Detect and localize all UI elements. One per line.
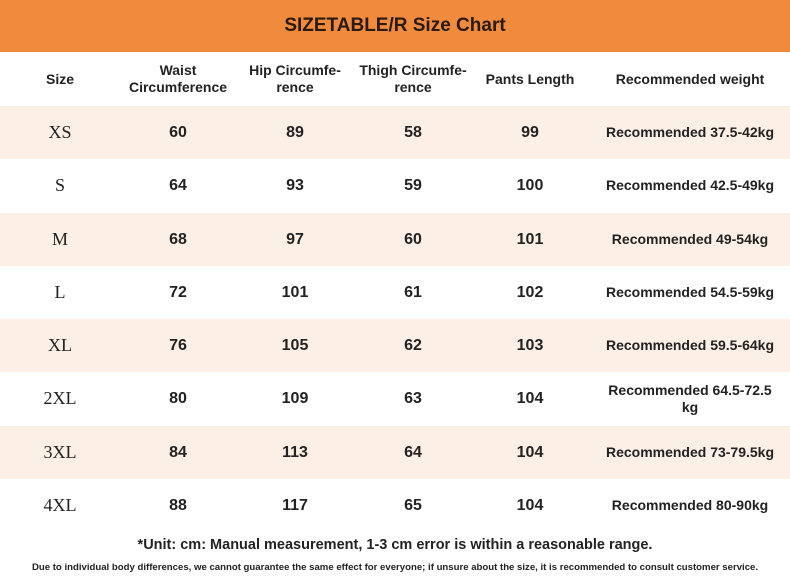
measurement: 101: [516, 230, 544, 248]
measurement: 68: [169, 230, 187, 248]
measurement: 93: [286, 177, 304, 195]
measurement: 99: [521, 124, 539, 142]
size-label: L: [54, 281, 66, 302]
table-row: M 68 97 60 101 Recommended 49-54kg: [0, 212, 790, 266]
measurement: 105: [281, 337, 309, 355]
column-header: Waist Circumference: [128, 62, 228, 95]
size-label: 4XL: [43, 494, 77, 515]
table-row: XS 60 89 58 99 Recommended 37.5-42kg: [0, 106, 790, 160]
size-label: 2XL: [43, 388, 77, 409]
measurement: 104: [516, 496, 544, 514]
column-header: Thigh Circumfe- rence: [359, 62, 467, 95]
recommended-weight: Recommended 54.5-59kg: [605, 283, 775, 300]
measurement: 84: [169, 443, 187, 461]
recommended-weight: Recommended 42.5-49kg: [605, 177, 775, 194]
measurement: 72: [169, 283, 187, 301]
measurement: 104: [516, 443, 544, 461]
recommended-weight: Recommended 59.5-64kg: [605, 337, 775, 354]
measurement: 62: [404, 337, 422, 355]
measurement: 103: [516, 337, 544, 355]
measurement: 63: [404, 390, 422, 408]
measurement: 88: [169, 496, 187, 514]
measurement: 58: [404, 124, 422, 142]
measurement: 64: [169, 177, 187, 195]
size-label: XS: [48, 122, 72, 143]
table-row: 2XL 80 109 63 104 Recommended 64.5-72.5 kg: [0, 372, 790, 426]
column-header: Size: [45, 70, 74, 87]
measurement: 89: [286, 124, 304, 142]
measurement: 104: [516, 390, 544, 408]
measurement: 59: [404, 177, 422, 195]
measurement: 60: [404, 230, 422, 248]
measurement: 61: [404, 283, 422, 301]
table-row: XL 76 105 62 103 Recommended 59.5-64kg: [0, 319, 790, 373]
disclaimer: Due to individual body differences, we c…: [31, 562, 759, 573]
recommended-weight: Recommended 49-54kg: [611, 230, 769, 247]
recommended-weight: Recommended 80-90kg: [611, 496, 769, 513]
measurement: 101: [281, 283, 309, 301]
table-row: L 72 101 61 102 Recommended 54.5-59kg: [0, 265, 790, 319]
size-label: M: [51, 228, 68, 249]
table-row: S 64 93 59 100 Recommended 42.5-49kg: [0, 159, 790, 213]
table-row: 3XL 84 113 64 104 Recommended 73-79.5kg: [0, 425, 790, 479]
measurement: 65: [404, 496, 422, 514]
size-label: XL: [48, 335, 72, 356]
column-header: Pants Length: [485, 70, 575, 87]
measurement: 80: [169, 390, 187, 408]
recommended-weight: Recommended 64.5-72.5 kg: [608, 381, 772, 415]
measurement: 60: [169, 124, 187, 142]
measurement: 97: [286, 230, 304, 248]
column-header: Hip Circumfe- rence: [249, 62, 341, 95]
measurement: 109: [281, 390, 309, 408]
column-header: Recommended weight: [615, 70, 765, 87]
recommended-weight: Recommended 73-79.5kg: [605, 443, 775, 460]
header-row: Size Waist Circumference Hip Circumfe- ren…: [0, 52, 790, 106]
measurement: 113: [282, 443, 308, 461]
size-label: S: [54, 175, 65, 196]
table-row: 4XL 88 117 65 104 Recommended 80-90kg: [0, 478, 790, 532]
unit-note: *Unit: cm: Manual measurement, 1-3 cm er…: [137, 537, 653, 553]
measurement: 76: [169, 337, 187, 355]
recommended-weight: Recommended 37.5-42kg: [605, 124, 775, 141]
measurement: 102: [516, 283, 544, 301]
measurement: 100: [516, 177, 544, 195]
measurement: 117: [282, 496, 308, 514]
size-label: 3XL: [43, 441, 77, 462]
measurement: 64: [404, 443, 422, 461]
title: SIZETABLE/R Size Chart: [0, 0, 790, 52]
